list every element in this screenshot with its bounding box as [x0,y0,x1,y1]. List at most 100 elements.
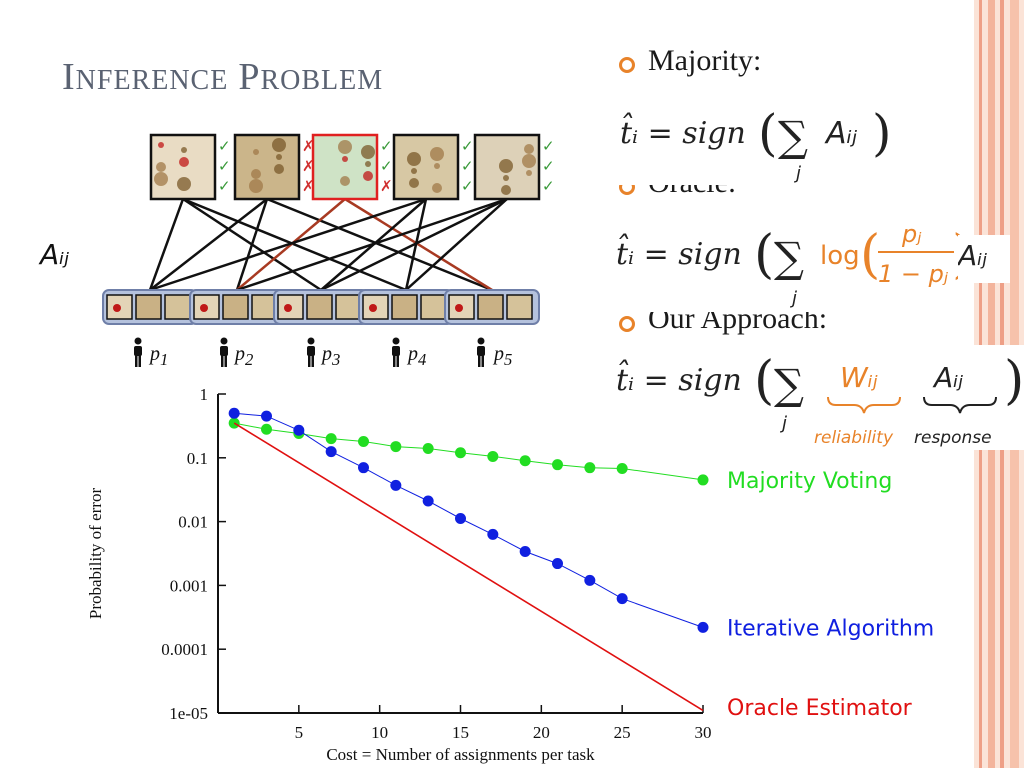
data-point [325,433,337,445]
data-point [390,479,402,491]
sum-index: j [779,413,787,434]
cell-blob [434,163,440,169]
cell-blob [365,161,371,167]
cell-blob [407,152,421,166]
log-paren-open: ( [860,225,880,285]
data-point [552,558,563,570]
vote-mark: ✓ [218,177,231,195]
cell-blob [363,171,373,181]
data-point [519,545,531,557]
data-point [228,417,240,429]
assigned-task-thumb [164,294,191,320]
x-tick-label: 10 [371,723,388,742]
assigned-task-thumb [420,294,447,320]
vote-mark: ✓ [461,177,474,195]
y-tick-label: 0.1 [187,449,208,468]
task-image [233,133,301,201]
cell-blob [409,178,419,188]
person-icon [392,346,400,356]
cell-blob [432,183,442,193]
error-chart: 1 0.1 0.01 0.001 0.0001 1e-05 5 10 15 20 25 30 Cost … [86,385,934,764]
series-line [234,412,704,628]
formula-oracle-term: Aᵢⱼ [956,235,1010,283]
paren-open: ( [758,104,778,162]
vote-mark: ✗ [302,177,315,195]
series-line [234,422,704,481]
weight-caption: reliability [814,428,894,448]
cell-blob [342,156,348,162]
log-label: log [820,241,860,271]
person-icon [221,355,224,367]
person-icon [396,355,399,367]
x-tick-label: 5 [295,723,304,742]
cell-blob [503,175,509,181]
y-tick-label: 0.01 [178,513,208,532]
assignment-edge [149,197,427,292]
response-caption: response [914,428,992,448]
x-tick-label: 20 [533,723,550,742]
person-icon [308,355,311,367]
person-icon [478,355,481,367]
vote-mark: ✓ [218,137,231,155]
person-icon [220,346,228,356]
cell-blob [284,304,292,312]
cell-blob [179,157,189,167]
y-tick-label: 1 [200,385,209,404]
worker-label: p2 [235,343,254,369]
sum-symbol: ∑ [774,233,804,282]
bullet-majority: Majority: [648,44,762,77]
person-icon [134,346,142,356]
series-legend-label: Majority Voting [727,469,892,494]
person-icon [134,337,142,345]
assignment-edge [182,197,407,292]
worker-label: p1 [150,343,169,369]
vote-mark: ✗ [302,137,315,155]
vote-mark: ✗ [380,177,393,195]
page-title: Inference Problem [62,56,384,98]
cell-blob [369,304,377,312]
cell-blob [177,177,191,191]
assigned-task-thumb [306,294,333,320]
cell-blob [499,159,513,173]
cell-blob [154,172,168,186]
data-point [422,495,434,507]
person-icon [477,346,485,356]
response-term: Aᵢⱼ [932,361,963,394]
cell-blob [522,154,536,168]
formula-term: Aᵢⱼ [958,239,987,272]
cell-blob [181,147,187,153]
cell-blob [251,169,261,179]
data-point [616,593,628,605]
formula-term: Aᵢⱼ [824,116,858,151]
series-legend-label: Oracle Estimator [727,696,913,721]
vote-mark: ✓ [542,177,555,195]
sum-index: j [789,288,797,309]
data-point [293,424,305,436]
cell-blob [338,140,352,154]
assignment-edge [266,197,493,292]
sum-index: j [793,163,801,184]
person-icon [307,337,315,345]
formula-lhs: t̂ᵢ = sign [616,233,742,272]
data-point [358,436,369,448]
cell-blob [276,154,282,160]
formula-lhs: t̂ᵢ = sign [616,359,742,398]
person-icon [307,346,315,356]
series-legend-label: Iterative Algorithm [727,616,934,641]
formula-oracle: t̂ᵢ = sign ( ∑ j log ( pⱼ 1 − pⱼ ) [614,212,974,312]
fraction-denominator: 1 − pⱼ [878,260,949,288]
person-icon [311,355,314,367]
assignment-edge [405,198,508,291]
x-axis-label: Cost = Number of assignments per task [326,745,595,764]
fraction-numerator: pⱼ [901,220,922,248]
assigned-task-thumb [477,294,504,320]
vote-mark: ✓ [380,137,393,155]
x-tick-label: 25 [614,723,631,742]
cell-blob [200,304,208,312]
cell-blob [501,185,511,195]
task-image [392,133,460,201]
person-icon [477,337,485,345]
assignment-edge [148,198,185,291]
cell-blob [253,149,259,155]
person-icon [135,355,138,367]
